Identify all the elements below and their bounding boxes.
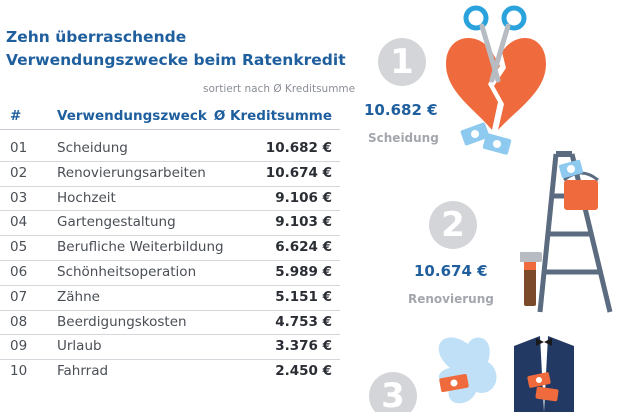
- row-purpose: Zähne: [57, 288, 100, 305]
- row-rank: 07: [10, 288, 28, 305]
- row-purpose: Hochzeit: [57, 189, 116, 206]
- row-sum: 2.450 €: [275, 363, 332, 380]
- row-sum: 10.674 €: [265, 164, 332, 181]
- table-row: 03 Hochzeit 9.106 €: [0, 187, 340, 212]
- row-sum: 5.989 €: [275, 263, 332, 280]
- row-purpose: Schönheitsoperation: [57, 263, 197, 280]
- row-sum: 9.103 €: [275, 214, 332, 231]
- row-sum: 9.106 €: [275, 189, 332, 206]
- wedding-suit-icon: [438, 336, 574, 412]
- header-rank: #: [10, 108, 22, 124]
- row-sum: 6.624 €: [275, 239, 332, 256]
- row-purpose: Beerdigungskosten: [57, 313, 187, 330]
- table-row: 08 Beerdigungskosten 4.753 €: [0, 311, 340, 336]
- row-rank: 10: [10, 363, 28, 380]
- row-sum: 4.753 €: [275, 313, 332, 330]
- row-purpose: Renovierungsarbeiten: [57, 164, 206, 181]
- ranking-table: 01 Scheidung 10.682 € 02 Renovierungsarbeit…: [0, 137, 340, 385]
- header-purpose: Verwendungszweck: [57, 108, 207, 124]
- page-title: Zehn überraschende Verwendungszwecke bei…: [6, 28, 346, 69]
- rank-badge-1: 1: [378, 38, 426, 86]
- sort-note: sortiert nach Ø Kreditsumme: [203, 83, 356, 95]
- highlight-amount-2: 10.674 €: [414, 262, 488, 280]
- highlight-amount-1: 10.682 €: [364, 101, 438, 119]
- table-row: 05 Berufliche Weiterbildung 6.624 €: [0, 236, 340, 261]
- row-rank: 02: [10, 164, 28, 181]
- row-purpose: Berufliche Weiterbildung: [57, 239, 224, 256]
- row-rank: 08: [10, 313, 28, 330]
- row-purpose: Urlaub: [57, 338, 102, 355]
- table-row: 01 Scheidung 10.682 €: [0, 137, 340, 162]
- broken-heart-scissors-icon: [446, 5, 546, 155]
- highlight-label-2: Renovierung: [408, 292, 494, 306]
- row-purpose: Gartengestaltung: [57, 214, 176, 231]
- table-header: # Verwendungszweck Ø Kreditsumme: [0, 104, 340, 130]
- header-sum: Ø Kreditsumme: [213, 108, 332, 124]
- table-row: 02 Renovierungsarbeiten 10.674 €: [0, 162, 340, 187]
- rank-badge-2: 2: [429, 201, 477, 249]
- row-rank: 04: [10, 214, 28, 231]
- rank-badge-3: 3: [369, 372, 417, 412]
- table-row: 09 Urlaub 3.376 €: [0, 335, 340, 361]
- row-sum: 3.376 €: [275, 338, 332, 355]
- row-rank: 05: [10, 239, 28, 256]
- ladder-paint-icon: [520, 151, 613, 313]
- table-row: 10 Fahrrad 2.450 €: [0, 360, 340, 385]
- row-purpose: Fahrrad: [57, 363, 109, 380]
- table-row: 07 Zähne 5.151 €: [0, 286, 340, 311]
- row-rank: 03: [10, 189, 28, 206]
- row-purpose: Scheidung: [57, 140, 128, 156]
- row-rank: 09: [10, 338, 28, 355]
- row-rank: 01: [10, 140, 28, 156]
- row-rank: 06: [10, 263, 28, 280]
- row-sum: 10.682 €: [265, 140, 332, 156]
- table-row: 06 Schönheitsoperation 5.989 €: [0, 261, 340, 286]
- highlight-label-1: Scheidung: [368, 131, 439, 145]
- row-sum: 5.151 €: [275, 288, 332, 305]
- table-row: 04 Gartengestaltung 9.103 €: [0, 211, 340, 237]
